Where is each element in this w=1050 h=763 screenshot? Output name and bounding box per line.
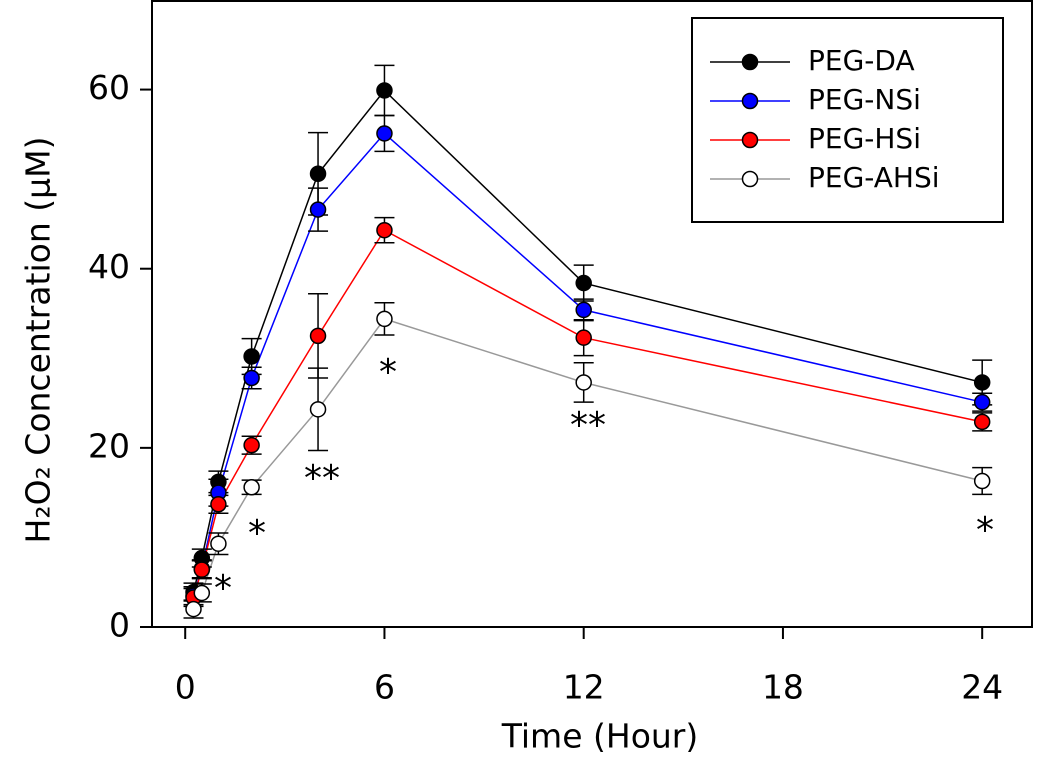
legend-label: PEG-DA <box>808 44 915 77</box>
marker <box>575 274 592 292</box>
legend-marker <box>741 92 759 110</box>
marker <box>376 82 393 99</box>
marker <box>309 201 327 218</box>
annotation: * <box>379 352 397 393</box>
marker <box>973 413 991 431</box>
marker <box>193 584 211 602</box>
marker <box>309 165 327 183</box>
annotation: * <box>248 513 266 554</box>
marker <box>309 327 327 345</box>
marker <box>973 472 991 490</box>
marker <box>243 436 260 454</box>
marker <box>376 221 393 239</box>
marker <box>210 535 227 552</box>
legend-marker <box>741 170 759 188</box>
y-tick-label: 20 <box>88 426 130 465</box>
y-tick-label: 40 <box>88 247 130 286</box>
marker <box>376 125 393 142</box>
annotation: * <box>976 510 994 551</box>
marker <box>243 479 260 496</box>
legend-box <box>691 17 1004 223</box>
legend-label: PEG-AHSi <box>808 161 940 194</box>
x-axis-label: Time (Hour) <box>501 717 699 756</box>
marker <box>575 374 592 391</box>
x-tick-label: 24 <box>961 668 1003 707</box>
marker <box>185 600 202 618</box>
marker <box>243 348 260 365</box>
x-tick-label: 6 <box>374 668 395 707</box>
annotation: * <box>214 568 232 609</box>
marker <box>309 401 327 418</box>
y-tick-label: 0 <box>109 606 130 645</box>
marker <box>243 369 260 387</box>
x-tick-label: 0 <box>175 668 196 707</box>
marker <box>193 561 211 578</box>
legend-marker <box>741 53 759 71</box>
plot-frame <box>151 0 1033 628</box>
marker <box>575 301 592 319</box>
marker <box>376 310 393 328</box>
x-tick-label: 18 <box>762 668 804 707</box>
legend-marker <box>741 131 759 149</box>
marker <box>575 329 592 346</box>
annotation: ** <box>570 405 606 446</box>
annotation: ** <box>304 458 340 499</box>
marker <box>973 374 991 391</box>
y-tick-label: 60 <box>88 68 130 107</box>
marker <box>210 496 227 513</box>
legend-label: PEG-NSi <box>808 83 921 116</box>
legend-label: PEG-HSi <box>808 122 921 155</box>
marker <box>973 393 991 411</box>
x-tick-label: 12 <box>563 668 605 707</box>
y-axis-label: H₂O₂ Concentration (μM) <box>19 137 58 544</box>
series-line <box>192 89 983 593</box>
